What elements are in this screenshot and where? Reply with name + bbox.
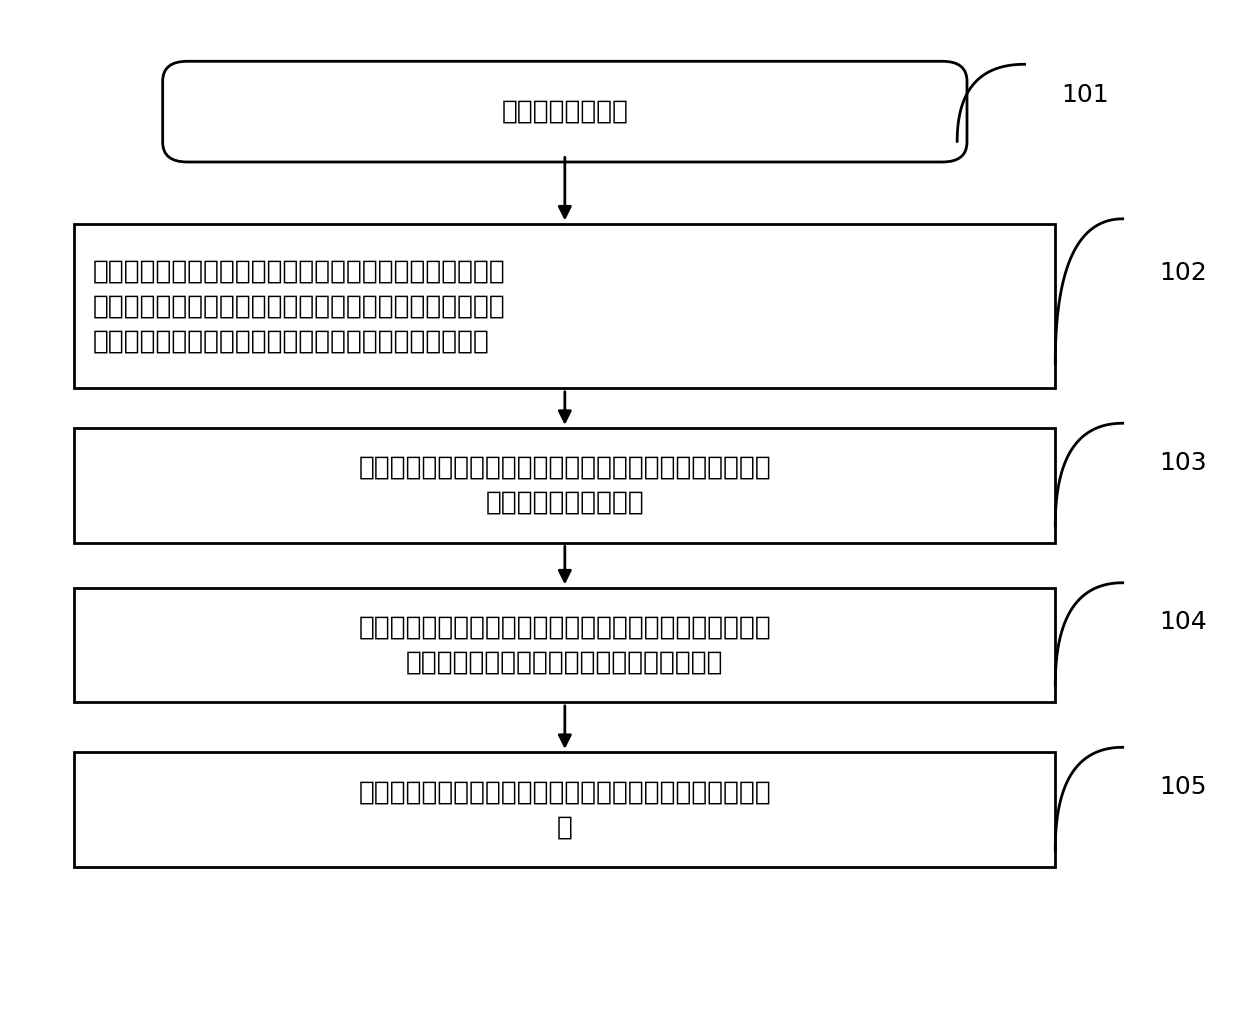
Text: 105: 105 bbox=[1159, 774, 1207, 799]
Text: 102: 102 bbox=[1159, 261, 1208, 285]
Text: 为每个前缀树节点分配一个第二存储单元，所述第二存储单
元存储所述前缀树节点的第一个子节点的编号: 为每个前缀树节点分配一个第二存储单元，所述第二存储单 元存储所述前缀树节点的第一… bbox=[358, 615, 771, 675]
Text: 对前缀树进行裁剪: 对前缀树进行裁剪 bbox=[501, 99, 629, 124]
FancyBboxPatch shape bbox=[74, 587, 1055, 703]
Text: 从所述前缀树的根节点开始，为所述前缀树中的各个前缀树
节点进行广度遍历编号: 从所述前缀树的根节点开始，为所述前缀树中的各个前缀树 节点进行广度遍历编号 bbox=[358, 455, 771, 516]
Text: 101: 101 bbox=[1061, 83, 1109, 107]
Text: 104: 104 bbox=[1159, 611, 1208, 634]
Text: 将前缀树中的每个原始前缀树节点均拆分为多个第一级容量
大小的前缀树节点，为每个前缀树节点分配一个第一存储单
元，所述第一存储单元存储所述前缀树节点的子节点情况: 将前缀树中的每个原始前缀树节点均拆分为多个第一级容量 大小的前缀树节点，为每个前… bbox=[93, 258, 506, 354]
Text: 创建第三存储单元存储所述前缀树节点间裁剪掉的节点的数
量: 创建第三存储单元存储所述前缀树节点间裁剪掉的节点的数 量 bbox=[358, 779, 771, 840]
FancyBboxPatch shape bbox=[74, 752, 1055, 867]
Text: 103: 103 bbox=[1159, 451, 1207, 474]
FancyBboxPatch shape bbox=[162, 62, 967, 162]
FancyBboxPatch shape bbox=[74, 429, 1055, 543]
FancyBboxPatch shape bbox=[74, 223, 1055, 388]
